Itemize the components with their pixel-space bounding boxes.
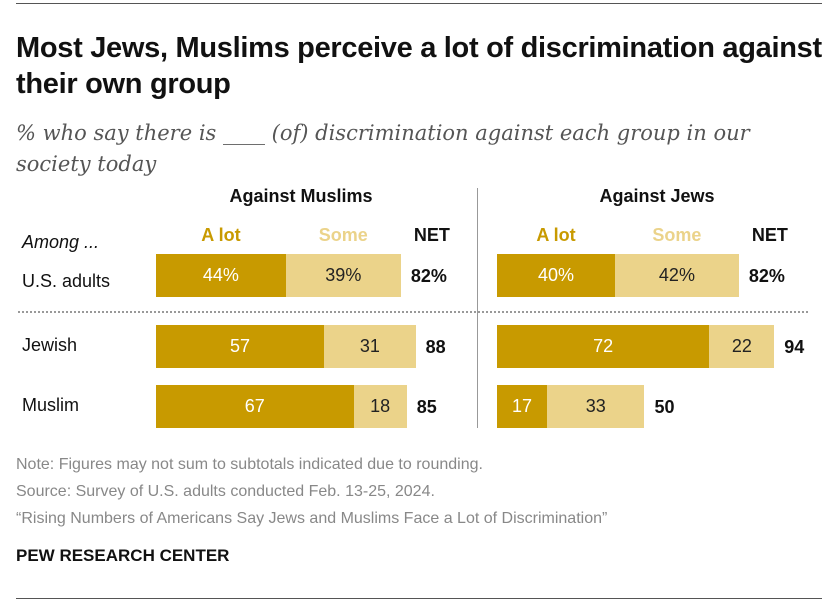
bar-some: 33	[547, 385, 645, 428]
panel-title: Against Jews	[599, 186, 715, 206]
legend-some: Some	[652, 225, 702, 245]
legend-a-lot: A lot	[536, 225, 576, 245]
bar-a-lot: 67	[156, 385, 354, 428]
panel-title: Against Muslims	[229, 186, 373, 206]
net-value: 50	[654, 397, 675, 417]
net-value: 82%	[410, 266, 447, 286]
bar-some: 39%	[285, 254, 401, 297]
bar-some: 31	[324, 325, 416, 368]
bar-some: 22	[709, 325, 775, 368]
bar-a-lot: 72	[497, 325, 710, 368]
legend-some: Some	[318, 225, 368, 245]
panel-divider	[477, 188, 478, 428]
note: Note: Figures may not sum to subtotals i…	[16, 456, 483, 473]
legend-a-lot: A lot	[201, 225, 241, 245]
bar-a-lot: 44%	[156, 254, 286, 297]
row-header: Among ...	[22, 232, 100, 252]
report-title: “Rising Numbers of Americans Say Jews an…	[16, 510, 608, 527]
bar-a-lot: 17	[497, 385, 548, 428]
source: Source: Survey of U.S. adults conducted …	[16, 483, 435, 500]
category-label: Muslim	[22, 395, 79, 415]
bar-a-lot: 57	[156, 325, 325, 368]
net-header: NET	[413, 225, 450, 245]
brand-logo-text: PEW RESEARCH CENTER	[16, 546, 230, 565]
bar-some: 42%	[615, 254, 739, 297]
top-rule	[16, 3, 822, 4]
chart-title: Most Jews, Muslims perceive a lot of dis…	[16, 32, 822, 100]
net-value: 88	[425, 337, 446, 357]
net-value: 85	[416, 397, 437, 417]
net-value: 82%	[748, 266, 785, 286]
net-header: NET	[751, 225, 788, 245]
category-label: Jewish	[22, 335, 78, 355]
chart-subtitle: % who say there is ____ (of) discriminat…	[16, 121, 750, 176]
row-divider	[18, 311, 808, 313]
bar-some: 18	[353, 385, 407, 428]
bar-a-lot: 40%	[497, 254, 615, 297]
category-label: U.S. adults	[22, 271, 111, 291]
bottom-rule	[16, 598, 822, 599]
net-value: 94	[784, 337, 805, 357]
